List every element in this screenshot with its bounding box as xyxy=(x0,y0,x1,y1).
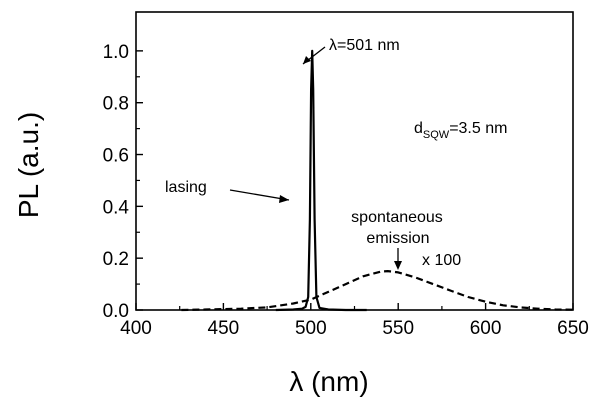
x-tick-label: 500 xyxy=(295,318,327,339)
x-tick-label: 650 xyxy=(557,318,589,339)
y-tick-label: 0.2 xyxy=(103,249,129,270)
lasing-line xyxy=(275,49,367,312)
axes-layer: 400 450 500 550 600 650 0.0 0.2 0.4 0.6 0.8 1.0 xyxy=(103,42,589,339)
y-tick-label: 0.8 xyxy=(103,94,129,115)
x-tick-label: 550 xyxy=(382,318,414,339)
peak-arrow-head xyxy=(303,56,311,64)
x-tick-label: 600 xyxy=(470,318,502,339)
x-axis-title: λ (nm) xyxy=(289,366,368,397)
thickness-subscript: SQW xyxy=(423,129,450,141)
spontaneous-label-line2: emission xyxy=(366,230,429,247)
y-tick-label: 1.0 xyxy=(103,42,129,63)
x-tick-label: 400 xyxy=(120,318,152,339)
y-tick-label: 0.0 xyxy=(103,301,129,322)
lasing-label: lasing xyxy=(165,179,207,196)
x-tick-label: 450 xyxy=(208,318,240,339)
peak-wavelength-label: λ=501 nm xyxy=(329,37,400,54)
lasing-arrow-line xyxy=(229,189,290,201)
spontaneous-emission-line xyxy=(181,270,574,312)
thickness-label: dSQW=3.5 nm xyxy=(414,120,507,141)
scale-factor-label: x 100 xyxy=(422,252,461,269)
lasing-arrow-head xyxy=(279,195,289,203)
plot-area xyxy=(135,11,574,311)
spontaneous-label-line1: spontaneous xyxy=(351,209,443,226)
plot-frame xyxy=(135,11,574,311)
y-tick-label: 0.6 xyxy=(103,146,129,167)
y-tick-label: 0.4 xyxy=(103,197,130,218)
annotation-layer: λ=501 nm dSQW=3.5 nm lasing spontaneous … xyxy=(165,37,507,270)
thickness-value: =3.5 nm xyxy=(449,120,507,137)
thickness-prefix: d xyxy=(414,120,423,137)
y-axis-title: PL (a.u.) xyxy=(13,112,44,218)
spontaneous-arrow-head xyxy=(394,261,402,270)
data-layer xyxy=(181,49,574,312)
